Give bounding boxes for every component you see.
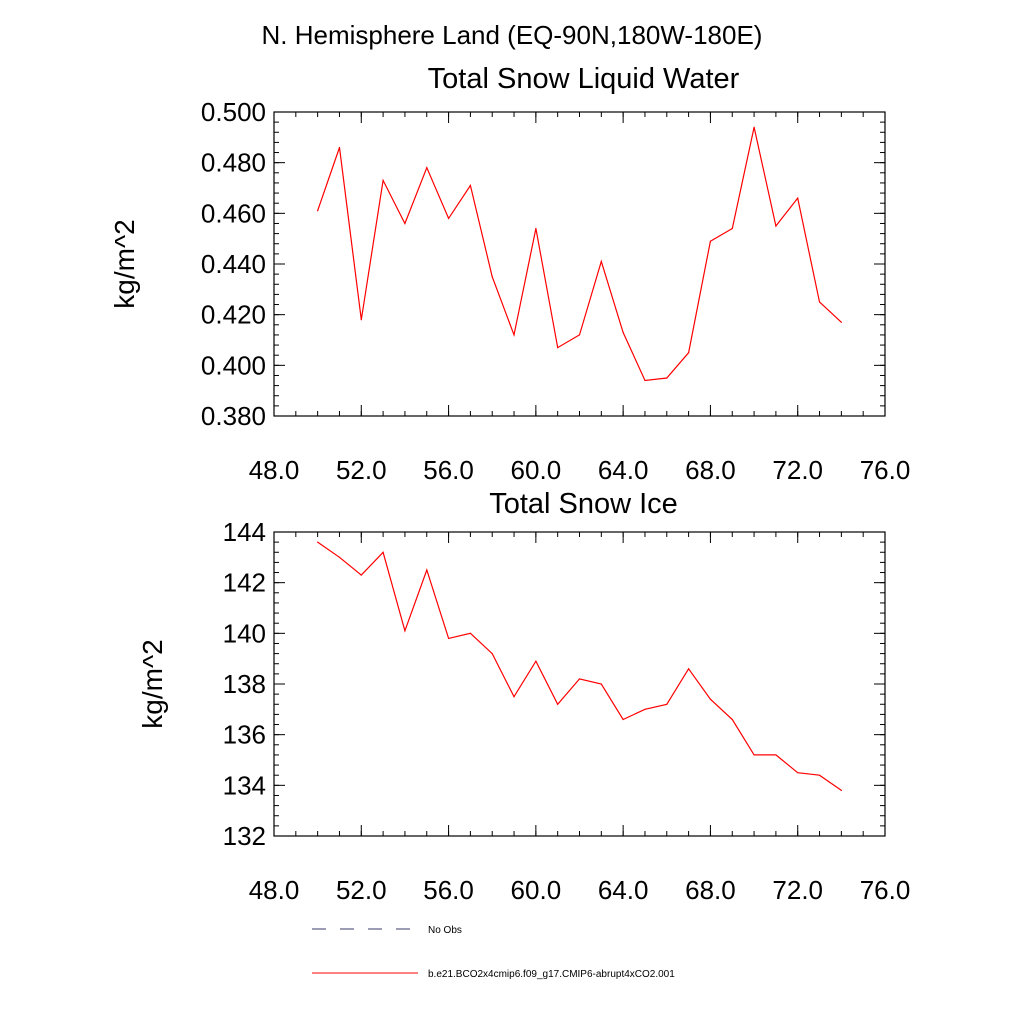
data-point: [535, 660, 537, 662]
data-point: [644, 379, 646, 382]
y-tick-label: 134: [223, 770, 266, 800]
data-point: [578, 334, 581, 336]
y-axis-label: kg/m^2: [109, 219, 140, 308]
x-tick-label: 60.0: [511, 455, 562, 485]
x-tick-label: 72.0: [772, 875, 823, 905]
chart-snow-liquid-water: Total Snow Liquid Water kg/m^2 48.0 52.0 56.…: [109, 63, 910, 485]
x-tick-label: 64.0: [598, 875, 649, 905]
plot-frame: [273, 531, 886, 837]
data-point: [447, 217, 450, 219]
data-point: [360, 574, 362, 576]
data-point: [360, 319, 362, 321]
data-point: [818, 774, 821, 776]
y-tick-label: 0.420: [201, 300, 266, 330]
plot-frame: [273, 111, 886, 417]
x-tick-label: 72.0: [772, 455, 823, 485]
y-tick-label: 0.440: [201, 249, 266, 279]
data-point: [426, 167, 428, 169]
chart-title: Total Snow Ice: [489, 488, 678, 520]
data-point: [622, 718, 624, 721]
data-point: [469, 632, 471, 634]
x-tick-label: 68.0: [685, 455, 736, 485]
series-line: [317, 541, 842, 791]
y-tick-label: 132: [223, 821, 266, 851]
data-point: [731, 227, 733, 230]
data-point: [666, 703, 668, 705]
data-point: [622, 331, 624, 333]
chart-title: Total Snow Liquid Water: [428, 63, 740, 95]
data-point: [709, 240, 712, 242]
x-tick-label: 48.0: [249, 875, 300, 905]
x-tick-label: 76.0: [860, 875, 911, 905]
data-point: [818, 301, 821, 303]
y-tick-label: 0.380: [201, 401, 266, 431]
data-point: [797, 197, 799, 199]
data-point: [513, 696, 515, 698]
data-point: [491, 276, 493, 278]
legend-label-no-obs: No Obs: [428, 925, 462, 936]
data-point: [338, 556, 341, 558]
data-point: [709, 698, 712, 700]
legend: No Obs b.e21.BCO2x4cmip6.f09_g17.CMIP6-a…: [312, 925, 675, 980]
y-tick-label: 0.500: [201, 97, 266, 127]
data-point: [688, 668, 690, 670]
y-tick-label: 140: [223, 618, 266, 648]
y-tick-label: 136: [223, 720, 266, 750]
x-tick-label: 52.0: [336, 875, 387, 905]
series-line: [317, 127, 842, 382]
data-point: [775, 225, 777, 227]
data-point: [840, 789, 842, 792]
x-tick-label: 52.0: [336, 455, 387, 485]
data-point: [338, 146, 341, 149]
data-point: [404, 630, 406, 632]
y-tick-label: 0.480: [201, 148, 266, 178]
data-point: [731, 718, 733, 721]
x-tick-label: 64.0: [598, 455, 649, 485]
x-tick-label: 56.0: [423, 455, 474, 485]
x-tick-label: 56.0: [423, 875, 474, 905]
x-tick-label: 60.0: [511, 875, 562, 905]
y-tick-label: 142: [223, 568, 266, 598]
y-axis-label: kg/m^2: [137, 639, 168, 728]
y-tick-label: 138: [223, 669, 266, 699]
data-point: [753, 126, 755, 128]
data-point: [513, 334, 515, 336]
data-point: [644, 708, 646, 710]
x-tick-label: 68.0: [685, 875, 736, 905]
data-point: [578, 678, 581, 680]
data-point: [382, 551, 384, 553]
y-tick-label: 0.400: [201, 350, 266, 380]
data-point: [600, 683, 602, 685]
data-point: [317, 210, 319, 212]
data-point: [382, 179, 384, 181]
data-point: [535, 227, 537, 230]
data-point: [426, 569, 428, 571]
x-tick-label: 48.0: [249, 455, 300, 485]
data-point: [666, 377, 668, 379]
data-point: [840, 321, 842, 323]
data-point: [775, 754, 777, 756]
data-point: [447, 637, 450, 640]
data-point: [557, 347, 559, 349]
data-point: [404, 222, 406, 225]
chart-snow-ice: Total Snow Ice kg/m^2 48.0 52.0 56.0 60.0 64.0…: [137, 488, 910, 905]
figure-suptitle: N. Hemisphere Land (EQ-90N,180W-180E): [262, 20, 763, 50]
data-point: [557, 703, 559, 705]
data-point: [600, 260, 602, 263]
data-point: [491, 653, 493, 655]
x-tick-label: 76.0: [860, 455, 911, 485]
y-tick-label: 144: [223, 517, 266, 547]
data-point: [688, 352, 690, 354]
data-point: [797, 772, 799, 774]
y-tick-label: 0.460: [201, 198, 266, 228]
data-point: [469, 184, 471, 187]
data-point: [753, 754, 755, 756]
legend-label-model-run: b.e21.BCO2x4cmip6.f09_g17.CMIP6-abrupt4x…: [428, 969, 675, 980]
data-point: [317, 541, 319, 543]
